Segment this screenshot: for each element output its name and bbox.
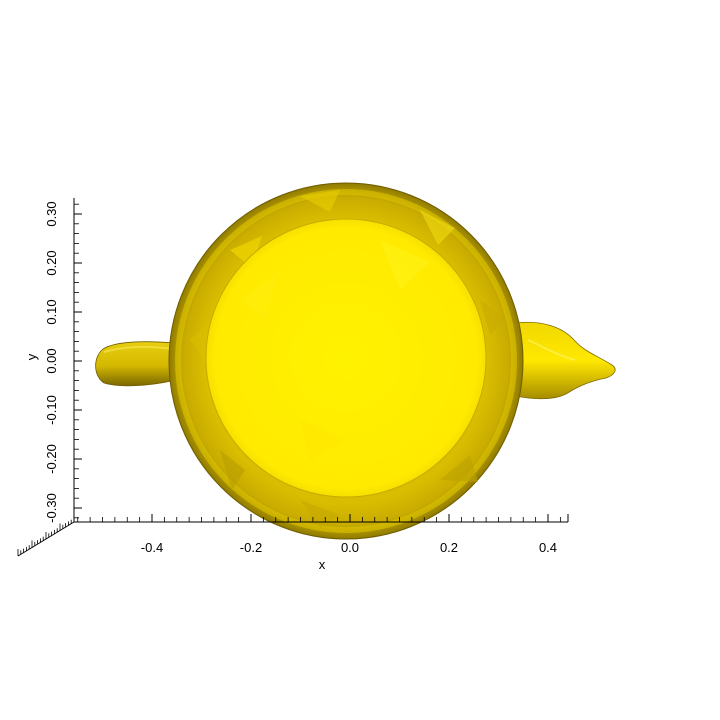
x-tick-label: -0.2 [240, 540, 262, 555]
y-axis-title: y [24, 353, 39, 360]
y-axis-ticks: 0.30 0.20 0.10 0.00 -0.10 -0.20 -0.30 [44, 201, 82, 523]
z-axis-ticks [17, 519, 72, 556]
y-tick-label: 0.20 [44, 250, 59, 275]
x-tick-label: 0.2 [440, 540, 458, 555]
y-tick-label: -0.20 [44, 444, 59, 474]
x-axis-ticks: -0.4 -0.2 0.0 0.2 0.4 [77, 514, 569, 555]
x-tick-label: -0.4 [141, 540, 163, 555]
x-axis-title: x [319, 557, 326, 572]
x-tick-label: 0.4 [539, 540, 557, 555]
y-tick-label: 0.00 [44, 348, 59, 373]
teapot-handle [95, 341, 177, 387]
y-tick-label: -0.10 [44, 395, 59, 425]
teapot-spout [514, 321, 616, 400]
teapot-body [168, 182, 524, 540]
y-tick-label: -0.30 [44, 493, 59, 523]
x-tick-label: 0.0 [341, 540, 359, 555]
y-tick-label: 0.10 [44, 299, 59, 324]
y-tick-label: 0.30 [44, 201, 59, 226]
